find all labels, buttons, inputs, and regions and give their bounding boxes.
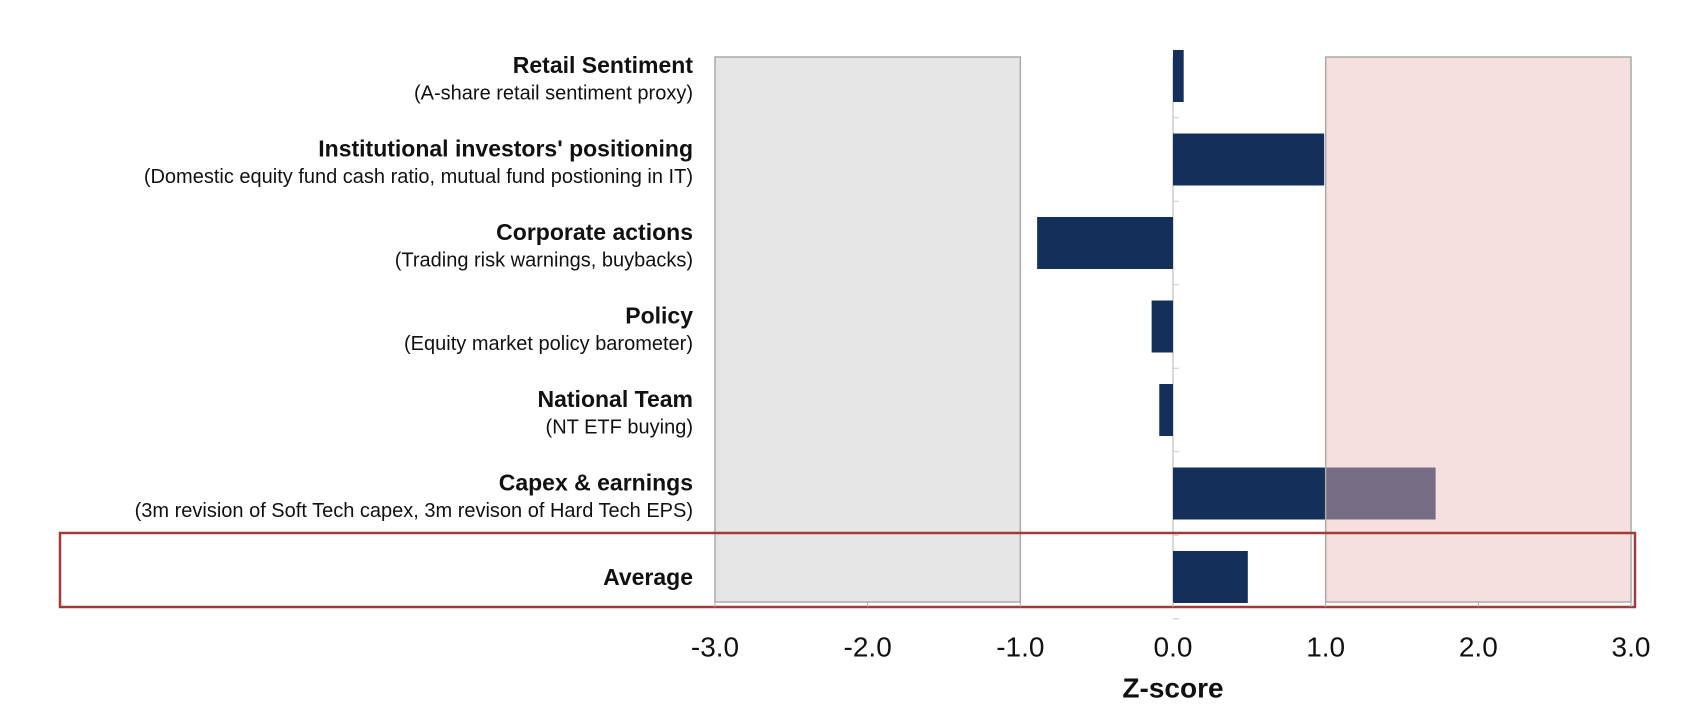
x-tick-label: -2.0 (844, 631, 892, 662)
x-tick-label: -3.0 (691, 631, 739, 662)
bar (1159, 384, 1173, 436)
category-label: Retail Sentiment (513, 52, 694, 78)
category-label: Average (603, 564, 693, 590)
category-description: (NT ETF buying) (546, 416, 693, 438)
category-description: (Domestic equity fund cash ratio, mutual… (144, 166, 693, 188)
category-label: Institutional investors' positioning (318, 136, 693, 162)
category-label: Corporate actions (496, 219, 693, 245)
x-tick-label: 3.0 (1612, 631, 1651, 662)
category-description: (Trading risk warnings, buybacks) (395, 249, 693, 271)
bar (1173, 551, 1248, 603)
category-description: (Equity market policy barometer) (404, 333, 693, 355)
bar (1173, 467, 1436, 520)
shaded-range (1324, 56, 1632, 603)
x-tick-label: 2.0 (1459, 631, 1498, 662)
category-description: (3m revision of Soft Tech capex, 3m revi… (135, 500, 693, 522)
highlight-box (58, 531, 1637, 609)
category-label: National Team (538, 386, 694, 412)
x-tick-label: -1.0 (996, 631, 1044, 662)
bar (1037, 217, 1173, 269)
x-axis-label: Z-score (1122, 672, 1223, 703)
category-description: (A-share retail sentiment proxy) (414, 82, 693, 104)
bar (1151, 300, 1173, 353)
x-tick-label: 1.0 (1306, 631, 1345, 662)
shaded-range (714, 56, 1022, 603)
bar (1173, 50, 1184, 102)
category-label: Capex & earnings (499, 470, 693, 496)
category-label: Policy (625, 303, 693, 329)
bar (1173, 133, 1325, 186)
x-tick-label: 0.0 (1154, 631, 1193, 662)
